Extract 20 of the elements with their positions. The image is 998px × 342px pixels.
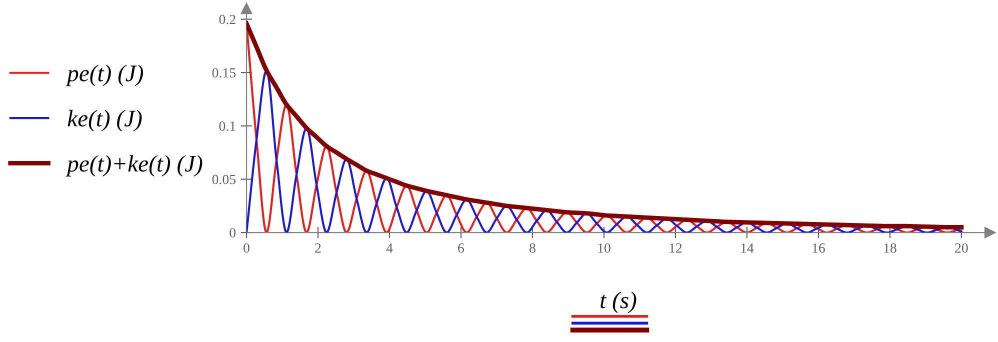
x-tick-label: 0 xyxy=(244,243,250,253)
x-tick-label: 14 xyxy=(741,243,754,253)
x-axis-title: t (s) xyxy=(600,292,636,314)
x-tick-label: 4 xyxy=(386,243,393,253)
x-tick-label: 2 xyxy=(315,243,321,253)
x-tick-label: 20 xyxy=(955,243,968,253)
legend-label: pe(t) (J) xyxy=(66,64,144,86)
legend-label: ke(t) (J) xyxy=(68,110,142,132)
y-tick-label: 0.2 xyxy=(219,14,236,24)
x-tick-label: 8 xyxy=(530,243,536,253)
x-tick-label: 16 xyxy=(812,243,825,253)
legend-label: pe(t)+ke(t) (J) xyxy=(66,155,202,176)
y-tick-label: 0.15 xyxy=(212,68,236,78)
y-tick-label: 0.05 xyxy=(212,174,236,184)
x-tick-label: 6 xyxy=(458,243,464,253)
x-tick-label: 12 xyxy=(670,243,682,253)
x-tick-label: 10 xyxy=(598,243,610,253)
y-tick-label: 0.1 xyxy=(219,121,236,131)
x-tick-label: 18 xyxy=(884,243,896,253)
y-tick-label: 0 xyxy=(230,228,236,238)
